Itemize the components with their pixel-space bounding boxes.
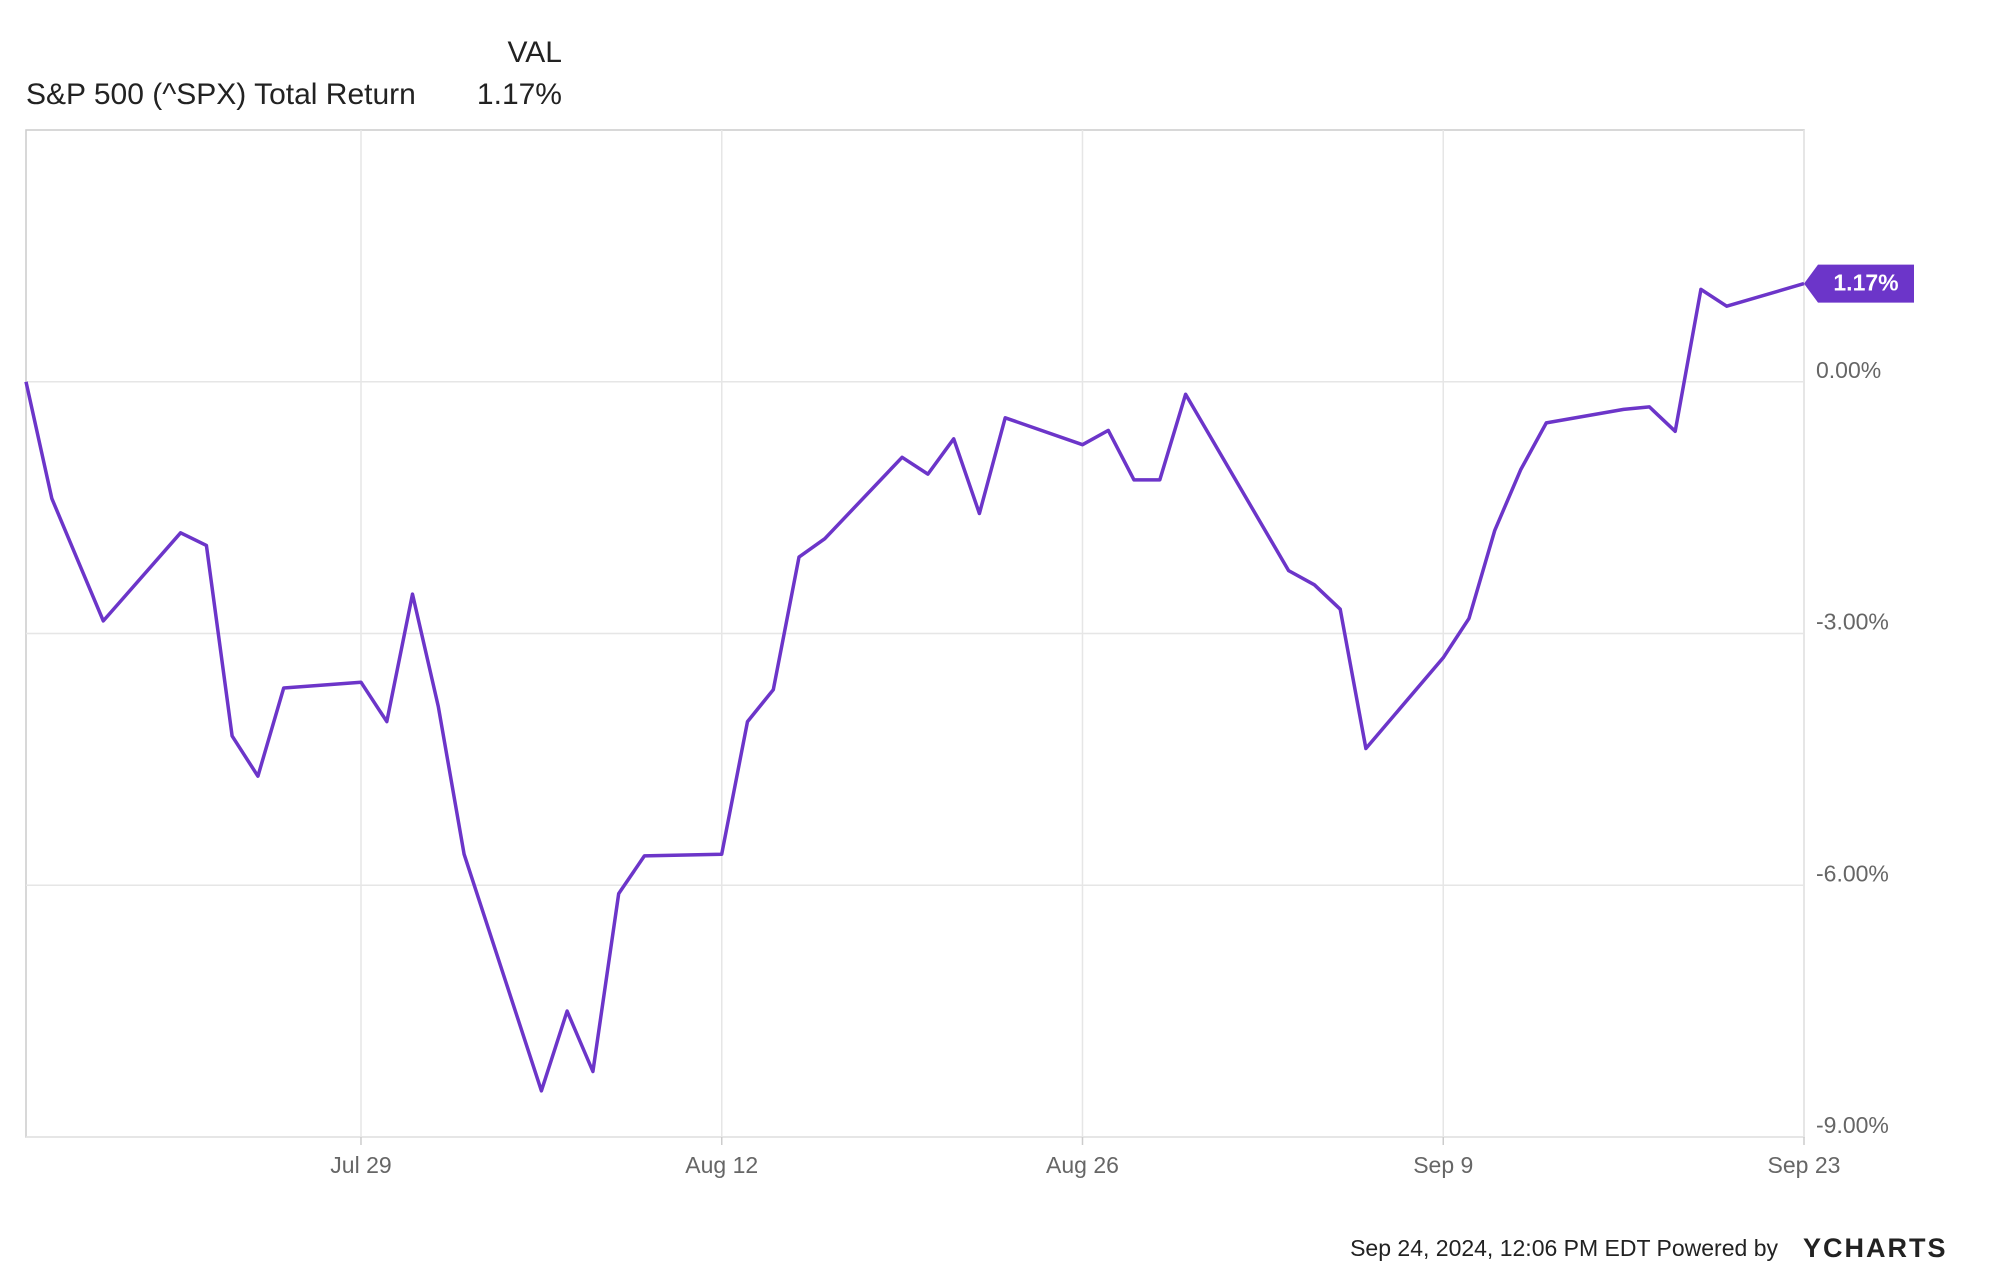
y-tick-label: -6.00% [1816,860,1889,886]
legend-header: VAL [508,36,562,69]
y-tick-label: 0.00% [1816,357,1881,383]
end-flag [1804,264,1914,303]
x-tick-label: Aug 26 [1046,1152,1119,1178]
brand[interactable]: YCHARTS [1803,1233,1948,1263]
legend-name: S&P 500 (^SPX) Total Return [26,78,416,111]
x-tick-label: Sep 9 [1413,1152,1473,1178]
line [24,281,1805,1093]
x-tick-label: Sep 23 [1768,1152,1841,1178]
end-label: 1.17% [1833,270,1898,296]
x-tick-label: Aug 12 [685,1152,758,1178]
x-tick-label: Jul 29 [330,1152,391,1178]
y-tick-label: -3.00% [1816,609,1889,635]
legend-value: 1.17% [477,78,562,111]
y-tick-label: -9.00% [1816,1112,1889,1138]
footer: Sep 24, 2024, 12:06 PM EDT Powered by [1350,1235,1778,1261]
